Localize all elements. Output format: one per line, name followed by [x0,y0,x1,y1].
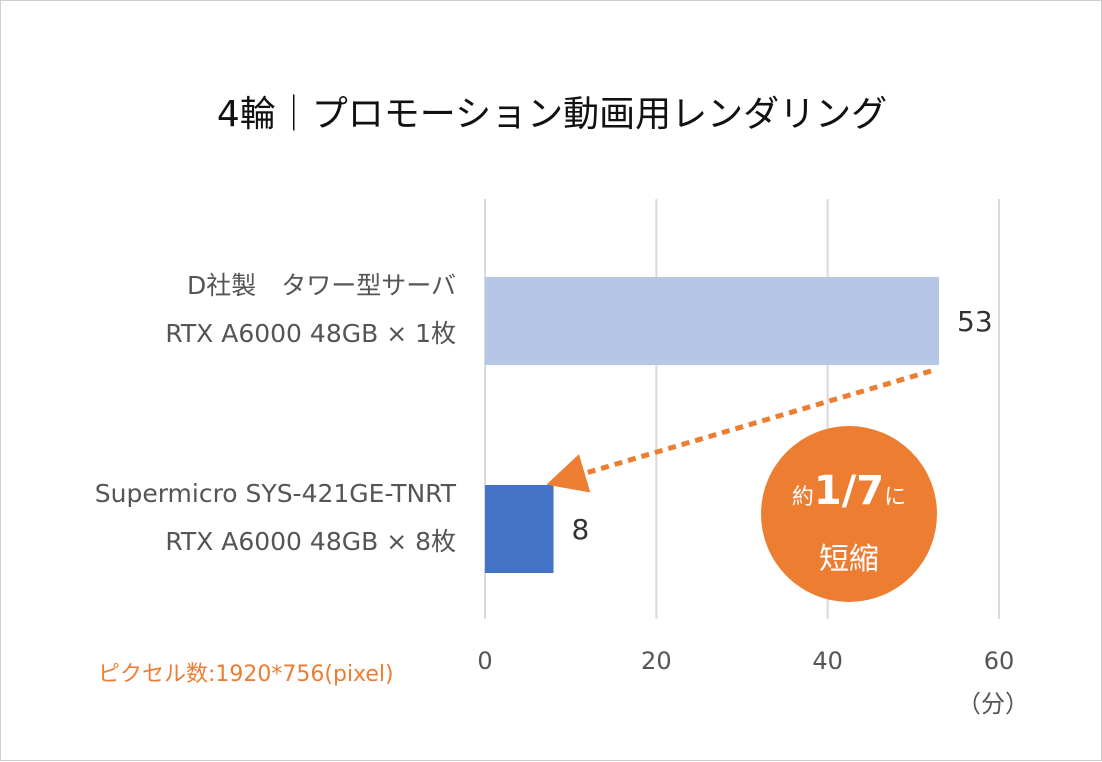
reduction-arrow [546,368,932,493]
x-axis-unit: （分） [957,690,1029,718]
category-label-2-line2: RTX A6000 48GB × 8枚 [165,527,456,556]
badge-ratio: 1/7 [813,468,885,514]
badge-prefix: 約 [791,485,814,510]
badge-suffix: に [884,485,907,510]
data-label-1: 53 [957,305,993,338]
data-label-2: 8 [572,513,590,546]
chart-title: 4輪｜プロモーション動画用レンダリング [216,94,888,135]
bar-2 [485,485,554,573]
x-tick-label-0: 0 [477,647,492,675]
bar-1 [485,277,940,365]
x-tick-label-3: 60 [984,647,1015,675]
x-tick-label-1: 20 [641,647,672,675]
category-label-1-line2: RTX A6000 48GB × 1枚 [165,319,456,348]
badge-line2: 短縮 [819,542,879,577]
reduction-badge: 約1/7に 短縮 [761,426,937,602]
x-tick-label-2: 40 [812,647,843,675]
pixel-note: ピクセル数:1920*756(pixel) [98,662,394,687]
category-label-1-line1: D社製 タワー型サーバ [186,271,456,300]
category-label-2-line1: Supermicro SYS-421GE-TNRT [94,479,456,508]
